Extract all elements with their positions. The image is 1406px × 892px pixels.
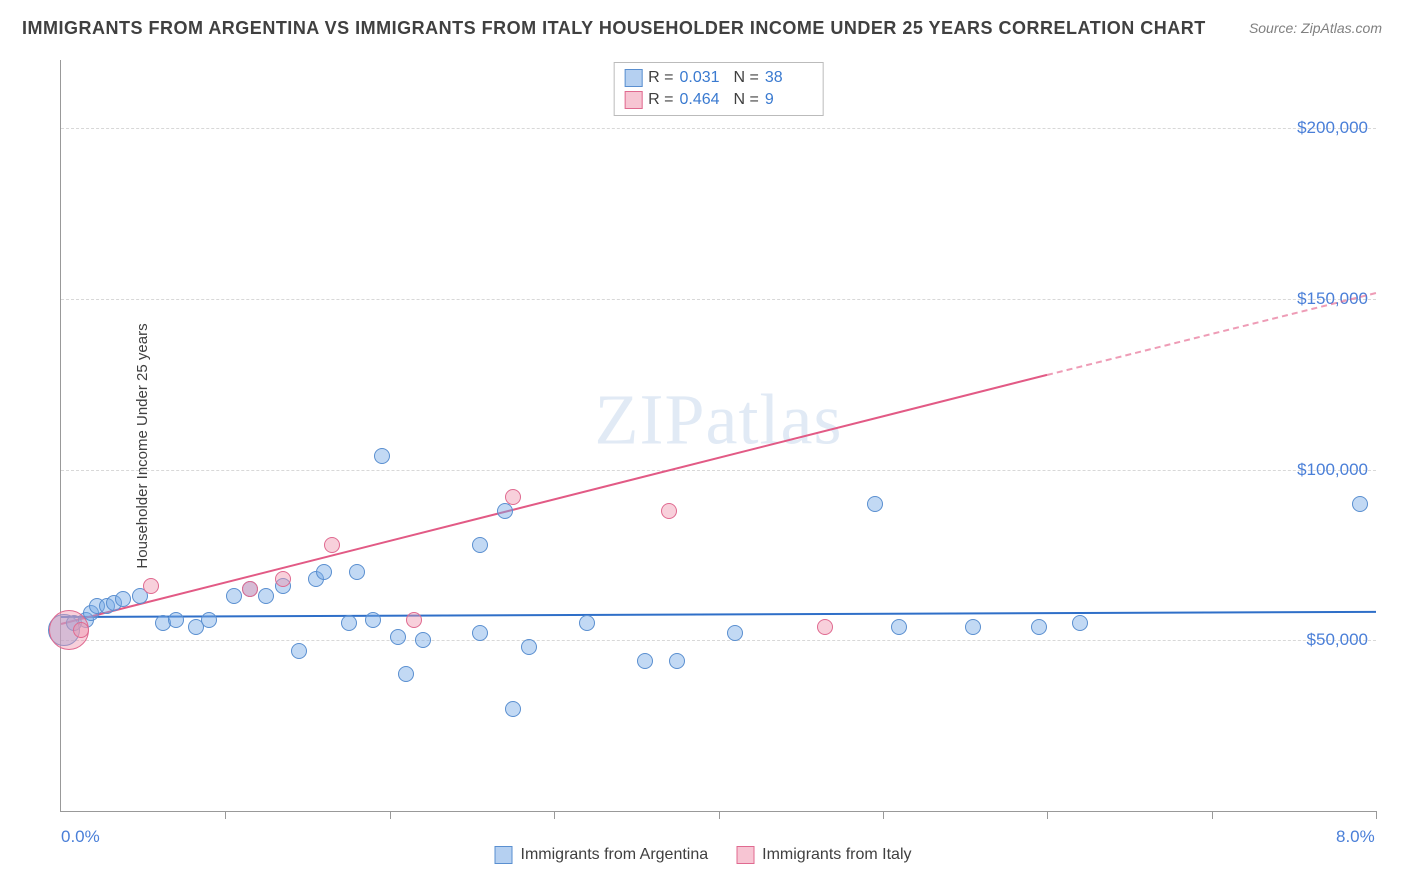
scatter-point bbox=[505, 701, 521, 717]
scatter-point bbox=[341, 615, 357, 631]
stat-label: R = bbox=[648, 91, 673, 109]
stat-value-r: 0.464 bbox=[680, 91, 728, 109]
trend-line bbox=[61, 611, 1376, 618]
scatter-point bbox=[669, 653, 685, 669]
scatter-point bbox=[316, 564, 332, 580]
y-tick-label: $200,000 bbox=[1297, 118, 1368, 138]
scatter-point bbox=[349, 564, 365, 580]
x-tick bbox=[225, 811, 226, 819]
stat-label: N = bbox=[734, 69, 759, 87]
gridline bbox=[61, 470, 1376, 471]
scatter-point bbox=[505, 489, 521, 505]
source-attribution: Source: ZipAtlas.com bbox=[1249, 20, 1382, 36]
stats-row-argentina: R = 0.031 N = 38 bbox=[624, 67, 813, 89]
gridline bbox=[61, 128, 1376, 129]
x-tick bbox=[554, 811, 555, 819]
series-legend: Immigrants from Argentina Immigrants fro… bbox=[495, 846, 912, 864]
scatter-point bbox=[242, 581, 258, 597]
scatter-point bbox=[143, 578, 159, 594]
swatch-icon bbox=[624, 91, 642, 109]
stats-row-italy: R = 0.464 N = 9 bbox=[624, 89, 813, 111]
x-tick bbox=[1212, 811, 1213, 819]
scatter-point bbox=[258, 588, 274, 604]
scatter-point bbox=[727, 625, 743, 641]
scatter-point bbox=[817, 619, 833, 635]
legend-item-italy: Immigrants from Italy bbox=[736, 846, 911, 864]
watermark-text: ZIPatlas bbox=[595, 379, 843, 462]
stats-legend-box: R = 0.031 N = 38 R = 0.464 N = 9 bbox=[613, 62, 824, 116]
x-tick bbox=[719, 811, 720, 819]
stat-value-n: 38 bbox=[765, 69, 813, 87]
legend-label: Immigrants from Italy bbox=[762, 846, 911, 864]
scatter-point bbox=[661, 503, 677, 519]
scatter-point bbox=[521, 639, 537, 655]
scatter-point bbox=[390, 629, 406, 645]
scatter-point bbox=[73, 622, 89, 638]
x-tick bbox=[883, 811, 884, 819]
scatter-point bbox=[472, 625, 488, 641]
scatter-point bbox=[965, 619, 981, 635]
scatter-point bbox=[374, 448, 390, 464]
scatter-point bbox=[891, 619, 907, 635]
swatch-icon bbox=[495, 846, 513, 864]
scatter-point bbox=[291, 643, 307, 659]
scatter-point bbox=[168, 612, 184, 628]
stat-label: N = bbox=[734, 91, 759, 109]
scatter-point bbox=[415, 632, 431, 648]
scatter-point bbox=[324, 537, 340, 553]
scatter-point bbox=[579, 615, 595, 631]
scatter-point bbox=[637, 653, 653, 669]
stat-label: R = bbox=[648, 69, 673, 87]
y-tick-label: $50,000 bbox=[1307, 630, 1368, 650]
y-tick-label: $150,000 bbox=[1297, 289, 1368, 309]
chart-title: IMMIGRANTS FROM ARGENTINA VS IMMIGRANTS … bbox=[22, 18, 1206, 39]
scatter-point bbox=[201, 612, 217, 628]
scatter-point bbox=[406, 612, 422, 628]
trend-line bbox=[1047, 292, 1376, 376]
scatter-point bbox=[398, 666, 414, 682]
scatter-point bbox=[1031, 619, 1047, 635]
scatter-point bbox=[867, 496, 883, 512]
x-tick bbox=[390, 811, 391, 819]
legend-item-argentina: Immigrants from Argentina bbox=[495, 846, 709, 864]
scatter-point bbox=[472, 537, 488, 553]
scatter-point bbox=[226, 588, 242, 604]
trend-line bbox=[61, 374, 1048, 625]
scatter-point bbox=[1072, 615, 1088, 631]
scatter-point bbox=[115, 591, 131, 607]
swatch-icon bbox=[624, 69, 642, 87]
scatter-point bbox=[275, 571, 291, 587]
scatter-point bbox=[365, 612, 381, 628]
scatter-point bbox=[1352, 496, 1368, 512]
y-tick-label: $100,000 bbox=[1297, 460, 1368, 480]
stat-value-r: 0.031 bbox=[680, 69, 728, 87]
x-tick bbox=[1376, 811, 1377, 819]
swatch-icon bbox=[736, 846, 754, 864]
x-axis-label: 8.0% bbox=[1336, 827, 1375, 847]
stat-value-n: 9 bbox=[765, 91, 813, 109]
scatter-plot-area: ZIPatlas R = 0.031 N = 38 R = 0.464 N = … bbox=[60, 60, 1376, 812]
scatter-point bbox=[497, 503, 513, 519]
gridline bbox=[61, 299, 1376, 300]
x-axis-label: 0.0% bbox=[61, 827, 100, 847]
gridline bbox=[61, 640, 1376, 641]
x-tick bbox=[1047, 811, 1048, 819]
legend-label: Immigrants from Argentina bbox=[521, 846, 709, 864]
